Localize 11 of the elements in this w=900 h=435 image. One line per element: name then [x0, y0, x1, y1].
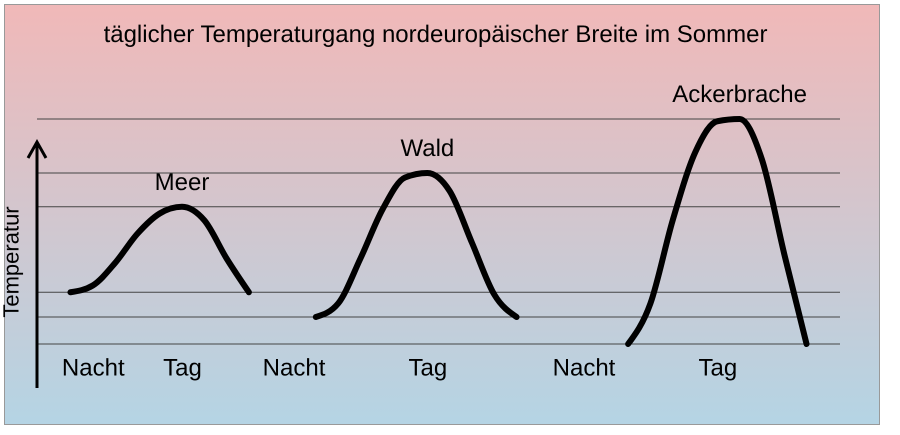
- y-axis-title: Temperatur: [0, 206, 24, 318]
- x-tick-label: Tag: [408, 354, 448, 382]
- series-label: Ackerbrache: [672, 81, 807, 108]
- x-tick-label: Tag: [698, 354, 738, 382]
- series-label: Wald: [400, 135, 454, 162]
- x-tick-label: Nacht: [262, 354, 326, 382]
- x-tick-label: Nacht: [62, 354, 125, 382]
- chart-title: täglicher Temperaturgang nordeuropäischer Breite im Sommer: [104, 21, 768, 48]
- x-tick-label: Nacht: [552, 354, 616, 382]
- x-tick-label: Tag: [163, 354, 202, 382]
- series-label: Meer: [154, 168, 210, 196]
